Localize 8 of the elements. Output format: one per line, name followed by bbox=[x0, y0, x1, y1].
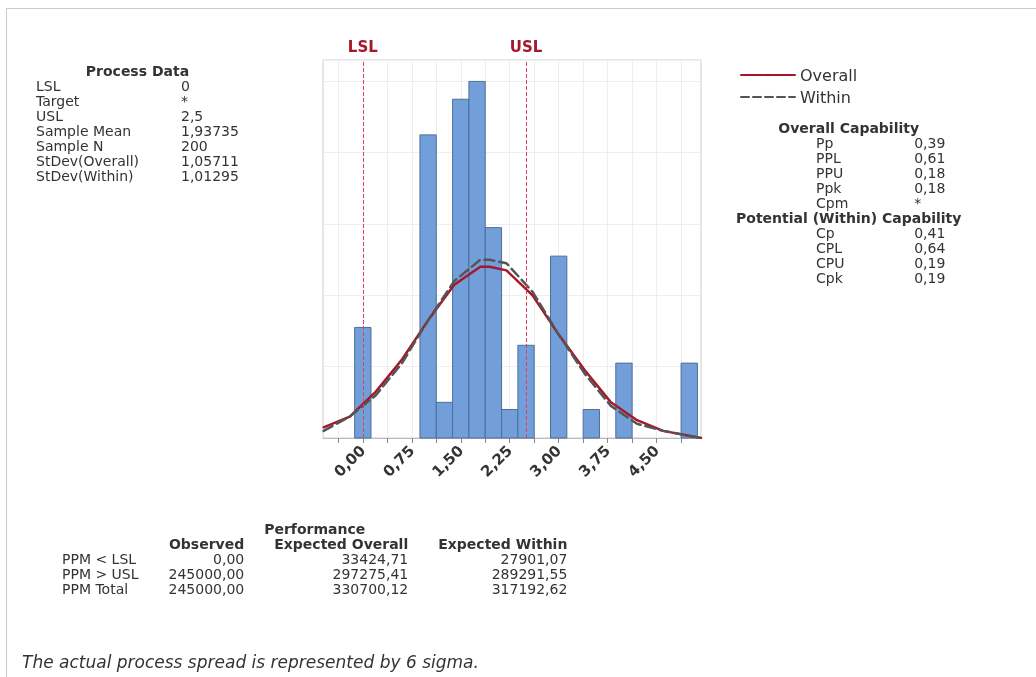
ref-line-label: LSL bbox=[347, 37, 379, 56]
text: The actual process spread is represented by 6 sigma. bbox=[22, 652, 479, 672]
legend-label: Overall bbox=[800, 65, 858, 85]
text: Process Data LSL 0 Target * USL 2,5 Sample Mean 1,93735 Sample N 200 StDev(Overall) 1,05711 StDev(Within) 1,01295 bbox=[36, 63, 239, 184]
text: Overall Capability Pp 0,39 PPL 0,61 PPU 0,18 Ppk 0,18 Cpm * Potential (Within) Capability Cp 0,41 CPL 0,64 CPU 0,19 Cpk 0,19 bbox=[736, 120, 962, 286]
ref-line-label: USL bbox=[509, 37, 543, 56]
text: Performance Observed Expected Overall Expected Within PPM < LSL 0,00 33424,71 27901,07 PPM > USL 245000,00 297275,41 289291,55 PPM Total 245000,00 330700,12 317192,62 bbox=[62, 521, 568, 597]
legend-label: Within bbox=[800, 87, 851, 107]
